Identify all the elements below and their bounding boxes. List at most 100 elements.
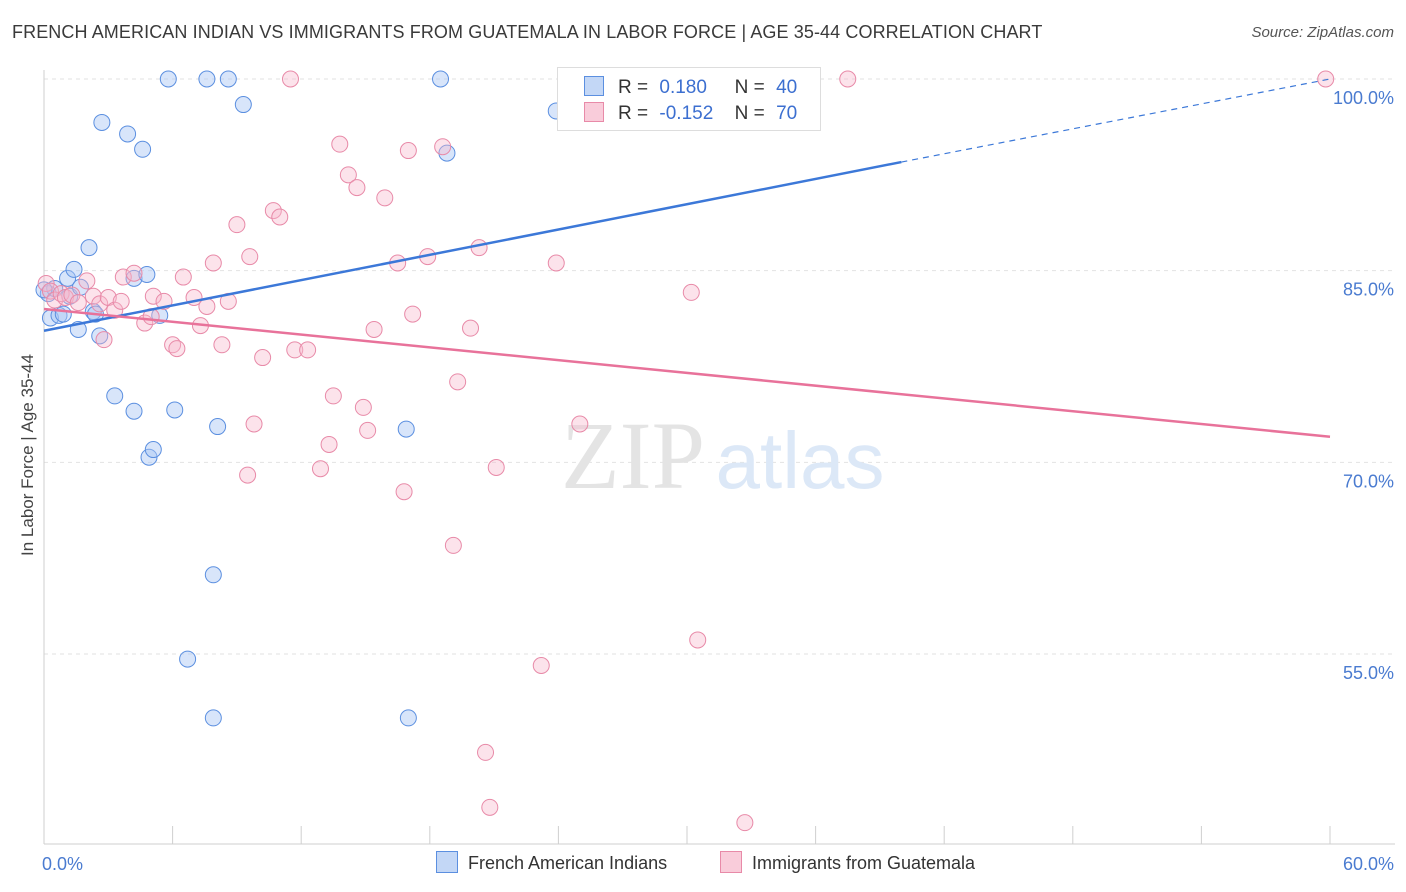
legend-n-label: N =: [734, 77, 765, 98]
point-guatemala: [434, 138, 452, 156]
point-guatemala: [125, 264, 143, 282]
point-guatemala: [213, 336, 231, 354]
watermark-atlas: atlas: [716, 416, 885, 505]
legend-r-value: 0.180: [659, 77, 707, 98]
point-french-american-indian: [119, 125, 137, 143]
point-french-american-indian: [54, 305, 72, 323]
trend-line-blue: [43, 160, 902, 332]
y-tick-label: 70.0%: [1343, 471, 1394, 491]
legend-r-label: R =: [618, 103, 649, 124]
point-french-american-indian: [204, 709, 222, 727]
point-guatemala: [174, 268, 192, 286]
point-guatemala: [95, 331, 113, 349]
point-french-american-indian: [93, 113, 111, 131]
point-french-american-indian: [80, 239, 98, 257]
point-guatemala: [376, 189, 394, 207]
x-tick-label: 0.0%: [42, 854, 83, 874]
point-french-american-indian: [140, 448, 158, 466]
point-french-american-indian: [125, 402, 143, 420]
point-french-american-indian: [144, 441, 162, 459]
point-guatemala: [144, 287, 162, 305]
grid-lines: [44, 78, 1395, 655]
point-french-american-indian: [198, 70, 216, 88]
axes: [43, 70, 1395, 845]
point-french-american-indian: [125, 269, 143, 287]
point-guatemala: [69, 294, 87, 312]
point-french-american-indian: [166, 401, 184, 419]
point-guatemala: [324, 387, 342, 405]
point-guatemala: [320, 435, 338, 453]
chart-title: FRENCH AMERICAN INDIAN VS IMMIGRANTS FRO…: [12, 22, 1043, 42]
point-guatemala: [487, 458, 505, 476]
point-french-american-indian: [234, 96, 252, 114]
point-guatemala: [547, 254, 565, 272]
legend-n-label: N =: [734, 103, 765, 124]
point-guatemala: [331, 135, 349, 153]
point-french-american-indian: [35, 281, 53, 299]
series-swatch-blue: [436, 851, 458, 873]
point-french-american-indian: [399, 709, 417, 727]
y-tick-label: 85.0%: [1343, 280, 1394, 300]
point-guatemala: [689, 631, 707, 649]
point-guatemala: [299, 341, 317, 359]
point-guatemala: [1317, 70, 1335, 88]
legend-swatch-pink: [584, 102, 604, 122]
series-swatch-pink: [720, 851, 742, 873]
point-guatemala: [106, 301, 124, 319]
data-points: [35, 70, 1335, 832]
point-guatemala: [462, 319, 480, 337]
point-guatemala: [348, 179, 366, 197]
point-guatemala: [254, 349, 272, 367]
legend-row-blue: R = 0.180 N = 40: [584, 76, 797, 100]
point-french-american-indian: [159, 70, 177, 88]
point-guatemala: [41, 282, 59, 300]
point-guatemala: [241, 248, 259, 266]
point-guatemala: [114, 268, 132, 286]
point-guatemala: [839, 70, 857, 88]
watermark-zip: ZIP: [561, 402, 705, 509]
point-guatemala: [46, 291, 64, 309]
point-guatemala: [286, 341, 304, 359]
point-guatemala: [245, 415, 263, 433]
point-guatemala: [532, 657, 550, 674]
legend-n-value: 70: [776, 103, 798, 124]
y-tick-label: 55.0%: [1343, 663, 1394, 683]
point-french-american-indian: [59, 269, 77, 287]
series-legend-blue: French American Indians: [436, 851, 667, 874]
point-guatemala: [339, 166, 357, 184]
point-guatemala: [311, 460, 329, 478]
point-guatemala: [571, 415, 589, 433]
point-french-american-indian: [138, 266, 156, 283]
point-guatemala: [736, 814, 754, 832]
point-guatemala: [682, 283, 700, 301]
point-guatemala: [477, 743, 495, 761]
point-guatemala: [449, 373, 467, 391]
point-guatemala: [168, 340, 186, 358]
trend-lines: [43, 78, 1331, 439]
point-french-american-indian: [134, 140, 152, 158]
point-guatemala: [37, 274, 55, 292]
trend-line-pink: [43, 307, 1331, 439]
trend-line-blue-extension: [901, 78, 1331, 163]
point-french-american-indian: [219, 70, 237, 88]
point-guatemala: [281, 70, 299, 88]
series-legend-pink: Immigrants from Guatemala: [720, 851, 975, 874]
x-tick-label: 60.0%: [1343, 854, 1394, 874]
source-label: Source: ZipAtlas.com: [1251, 24, 1394, 41]
tick-labels: 55.0% 70.0% 85.0% 100.0% 0.0% 60.0%: [42, 88, 1394, 874]
point-french-american-indian: [397, 420, 415, 438]
point-french-american-indian: [65, 260, 83, 278]
point-guatemala: [271, 208, 289, 226]
point-french-american-indian: [432, 70, 450, 88]
y-axis-label: In Labor Force | Age 35-44: [18, 354, 37, 556]
point-french-american-indian: [179, 650, 197, 668]
point-guatemala: [395, 483, 413, 501]
legend-r-value: -0.152: [659, 103, 714, 124]
legend-swatch-blue: [584, 76, 604, 96]
point-guatemala: [359, 421, 377, 439]
series-name-blue: French American Indians: [468, 853, 668, 873]
point-guatemala: [228, 216, 246, 234]
point-guatemala: [444, 536, 462, 554]
point-french-american-indian: [204, 566, 222, 584]
